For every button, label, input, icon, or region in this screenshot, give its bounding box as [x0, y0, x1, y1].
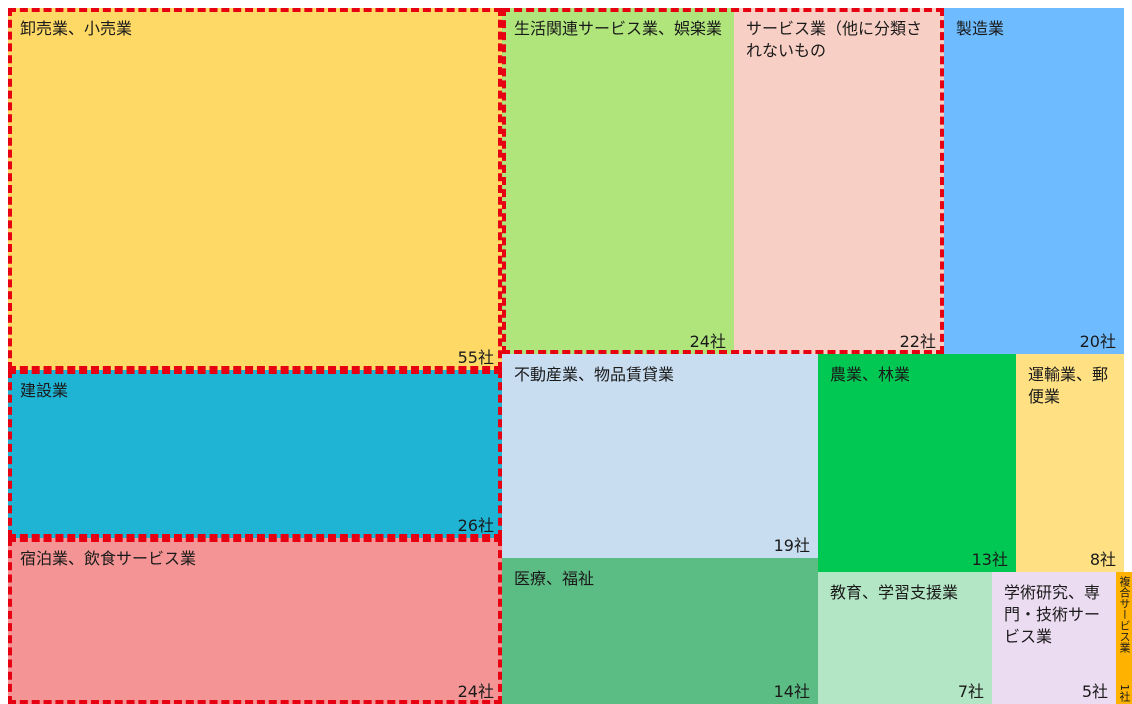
tile-value: 20社 — [1079, 332, 1116, 351]
tile-label: 運輸業、郵便業 — [1028, 365, 1109, 406]
treemap-tile-t8: 医療、福祉 14社 — [502, 558, 818, 704]
tile-label: 不動産業、物品賃貸業 — [514, 365, 675, 384]
treemap-tile-t4: 製造業 20社 — [944, 8, 1124, 354]
tile-value: 14社 — [773, 682, 810, 701]
tile-value: 22社 — [899, 332, 936, 351]
tile-label: 教育、学習支援業 — [830, 583, 959, 602]
tile-value: 1社 — [1118, 684, 1131, 702]
tile-label: 学術研究、専門・技術サービス業 — [1004, 583, 1101, 646]
tile-label: 宿泊業、飲食サービス業 — [20, 549, 197, 568]
tile-value: 5社 — [1081, 682, 1108, 701]
treemap-tile-t2: 生活関連サービス業、娯楽業 24社 — [502, 8, 734, 354]
tile-value: 24社 — [457, 682, 494, 701]
treemap-tile-t10: 運輸業、郵便業 8社 — [1016, 354, 1124, 572]
treemap-tile-t5: 建設業 26社 — [8, 370, 502, 538]
tile-label: 製造業 — [956, 19, 1005, 38]
tile-label: 生活関連サービス業、娯楽業 — [514, 19, 723, 38]
treemap-tile-t9: 農業、林業 13社 — [818, 354, 1016, 572]
tile-value: 55社 — [457, 348, 494, 367]
tile-label: 卸売業、小売業 — [20, 19, 133, 38]
tile-label: 農業、林業 — [830, 365, 911, 384]
treemap-tile-t13: 複合サービス業 1社 — [1116, 572, 1132, 704]
tile-value: 24社 — [689, 332, 726, 351]
treemap-tile-t3: サービス業（他に分類されないもの 22社 — [734, 8, 944, 354]
treemap-tile-t12: 学術研究、専門・技術サービス業 5社 — [992, 572, 1116, 704]
treemap-tile-t6: 宿泊業、飲食サービス業 24社 — [8, 538, 502, 704]
tile-value: 7社 — [957, 682, 984, 701]
tile-value: 26社 — [457, 516, 494, 535]
treemap-tile-t7: 不動産業、物品賃貸業 19社 — [502, 354, 818, 558]
treemap-tile-t11: 教育、学習支援業 7社 — [818, 572, 992, 704]
tile-label: 複合サービス業 — [1118, 576, 1131, 653]
tile-value: 19社 — [773, 536, 810, 555]
treemap-tile-t1: 卸売業、小売業 55社 — [8, 8, 502, 370]
tile-label: 医療、福祉 — [514, 569, 595, 588]
tile-label: 建設業 — [20, 381, 69, 400]
tile-label: サービス業（他に分類されないもの — [746, 19, 923, 60]
tile-value: 13社 — [971, 550, 1008, 569]
tile-value: 8社 — [1089, 550, 1116, 569]
